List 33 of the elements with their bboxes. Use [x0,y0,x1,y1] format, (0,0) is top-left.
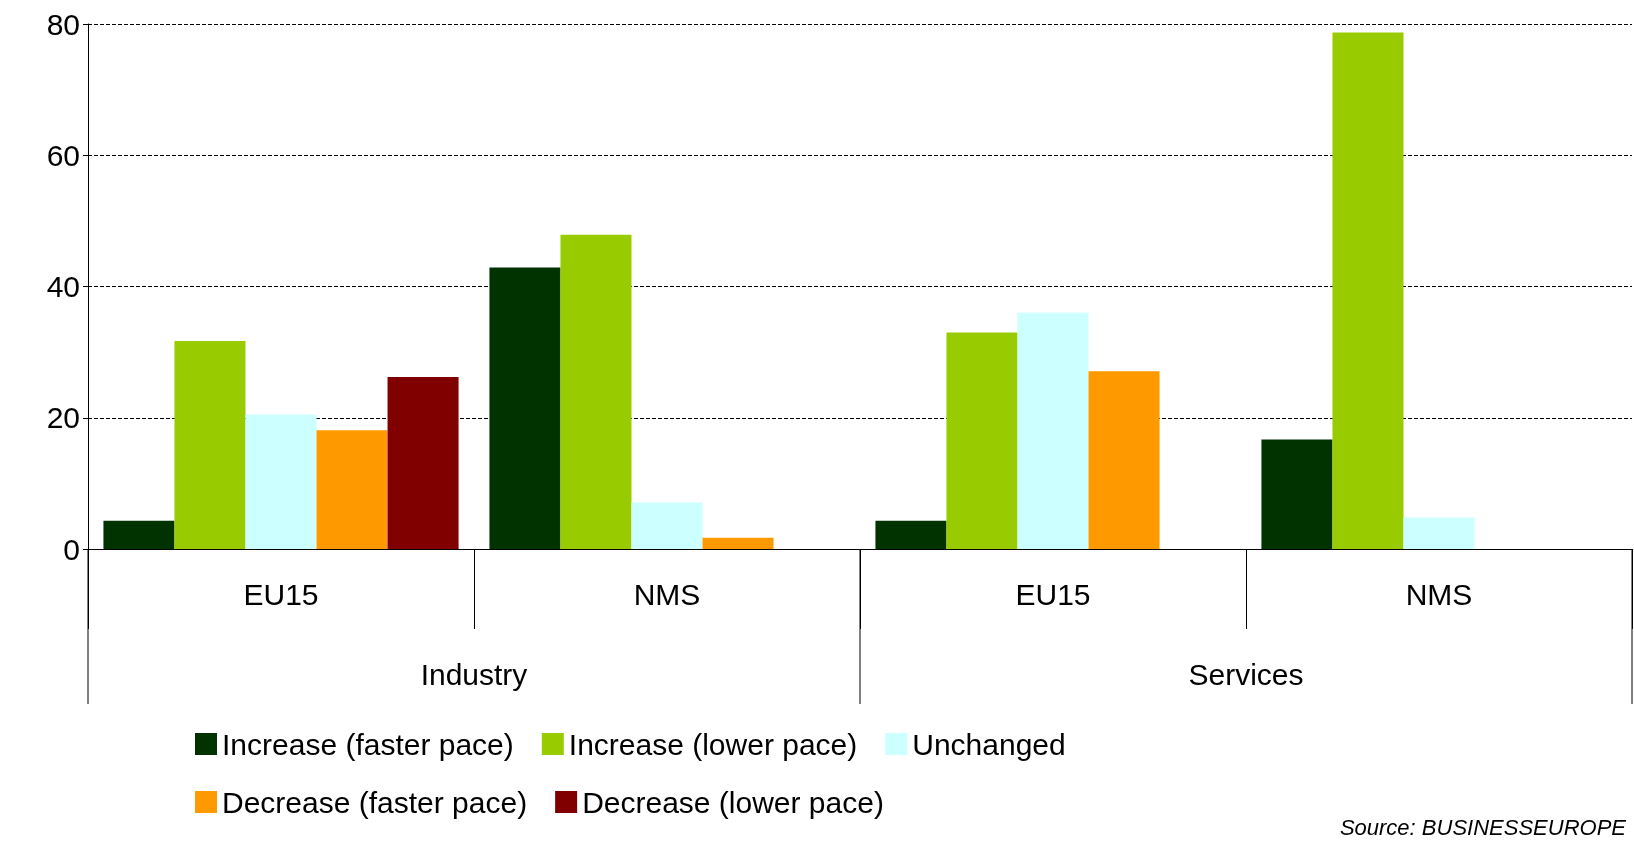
x-tick-label: NMS [633,577,701,611]
text: Services [1188,657,1304,691]
legend-label: Increase (lower pace) [568,727,858,761]
bar [560,234,632,549]
y-tick-label: 20 [46,401,80,435]
legend-label: Decrease (faster pace) [222,785,528,819]
legend-label: Unchanged [912,727,1066,761]
bar [489,267,561,549]
bar [103,520,175,549]
bar [946,332,1018,549]
bar [631,502,703,549]
bar [174,340,246,549]
x-tick-label: NMS [1405,577,1473,611]
y-tick-label: 80 [46,7,80,41]
bar [1261,439,1333,549]
bar [316,430,388,549]
bar [702,537,774,549]
legend-label: Increase (faster pace) [222,727,514,761]
y-tick-label: 0 [63,532,80,566]
x-tick-label: EU15 [243,577,319,611]
bar [387,377,459,549]
bar [245,414,317,549]
y-tick-label: 60 [46,138,80,172]
bar [1017,312,1089,549]
legend-label: Decrease (lower pace) [582,785,884,819]
bar [1088,371,1160,549]
y-tick-label: 40 [46,270,80,303]
bar [875,520,947,549]
text: Industry [420,657,528,691]
x-tick-label: EU15 [1015,577,1091,611]
source-note: Source: BUSINESSEUROPE [1339,814,1627,840]
bar [1332,32,1404,549]
bar [1403,517,1475,549]
